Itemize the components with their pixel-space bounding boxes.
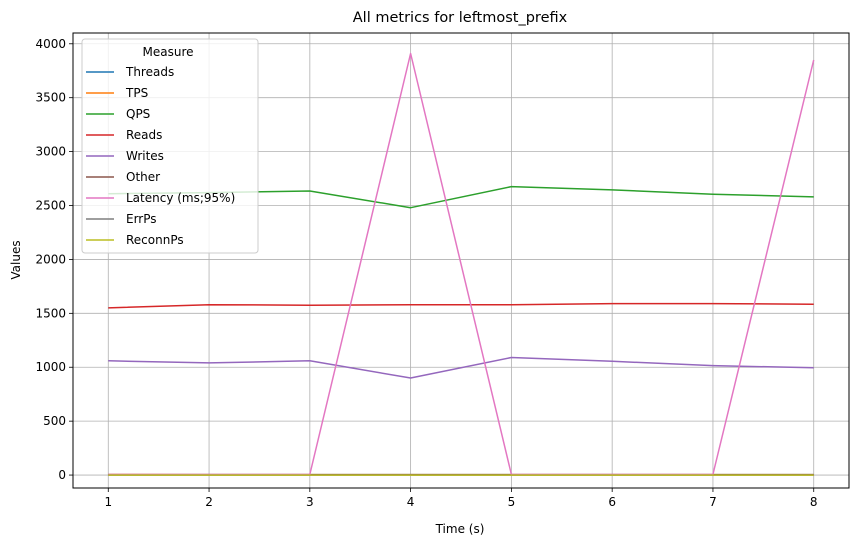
y-tick-label: 3000 xyxy=(35,145,66,159)
y-tick-label: 4000 xyxy=(35,37,66,51)
legend-label-qps: QPS xyxy=(126,107,150,121)
legend-label-writes: Writes xyxy=(126,149,164,163)
chart-title: All metrics for leftmost_prefix xyxy=(353,10,568,26)
legend: Measure Threads TPS QPS Reads Writes Other Lat… xyxy=(81,38,259,254)
legend-label-tps: TPS xyxy=(125,86,148,100)
legend-label-reconnps: ReconnPs xyxy=(126,233,184,247)
x-tick-label: 7 xyxy=(709,495,717,509)
x-tick-label: 2 xyxy=(205,495,213,509)
x-tick-label: 5 xyxy=(508,495,516,509)
y-tick-label: 0 xyxy=(58,468,66,482)
legend-box xyxy=(81,38,259,254)
series-line-reads xyxy=(108,302,814,309)
legend-label-errps: ErrPs xyxy=(126,212,157,226)
series-lines xyxy=(108,52,815,476)
y-tick-label: 500 xyxy=(43,414,66,428)
x-tick-label: 3 xyxy=(306,495,314,509)
plot-frame xyxy=(72,32,850,489)
x-axis-label: Time (s) xyxy=(435,522,485,536)
legend-label-threads: Threads xyxy=(125,65,174,79)
legend-label-reads: Reads xyxy=(126,128,162,142)
x-tick-label: 8 xyxy=(810,495,818,509)
y-tick-label: 2500 xyxy=(35,199,66,213)
y-axis-ticks: 0 500 1000 1500 2000 2500 3000 3500 4000 xyxy=(35,37,73,482)
x-tick-label: 1 xyxy=(104,495,112,509)
y-tick-label: 2000 xyxy=(35,252,66,266)
y-tick-label: 3500 xyxy=(35,91,66,105)
legend-label-latency-ms-95: Latency (ms;95%) xyxy=(126,191,235,205)
legend-title: Measure xyxy=(143,45,194,59)
legend-items: Threads TPS QPS Reads Writes Other Latency (ms… xyxy=(86,65,235,247)
series-line-writes xyxy=(108,356,814,379)
y-tick-label: 1500 xyxy=(35,306,66,320)
x-tick-label: 6 xyxy=(608,495,616,509)
y-axis-label: Values xyxy=(9,240,23,279)
legend-label-other: Other xyxy=(126,170,160,184)
x-tick-label: 4 xyxy=(407,495,415,509)
y-tick-label: 1000 xyxy=(35,360,66,374)
x-axis-ticks: 1 2 3 4 5 6 7 8 xyxy=(104,488,818,509)
